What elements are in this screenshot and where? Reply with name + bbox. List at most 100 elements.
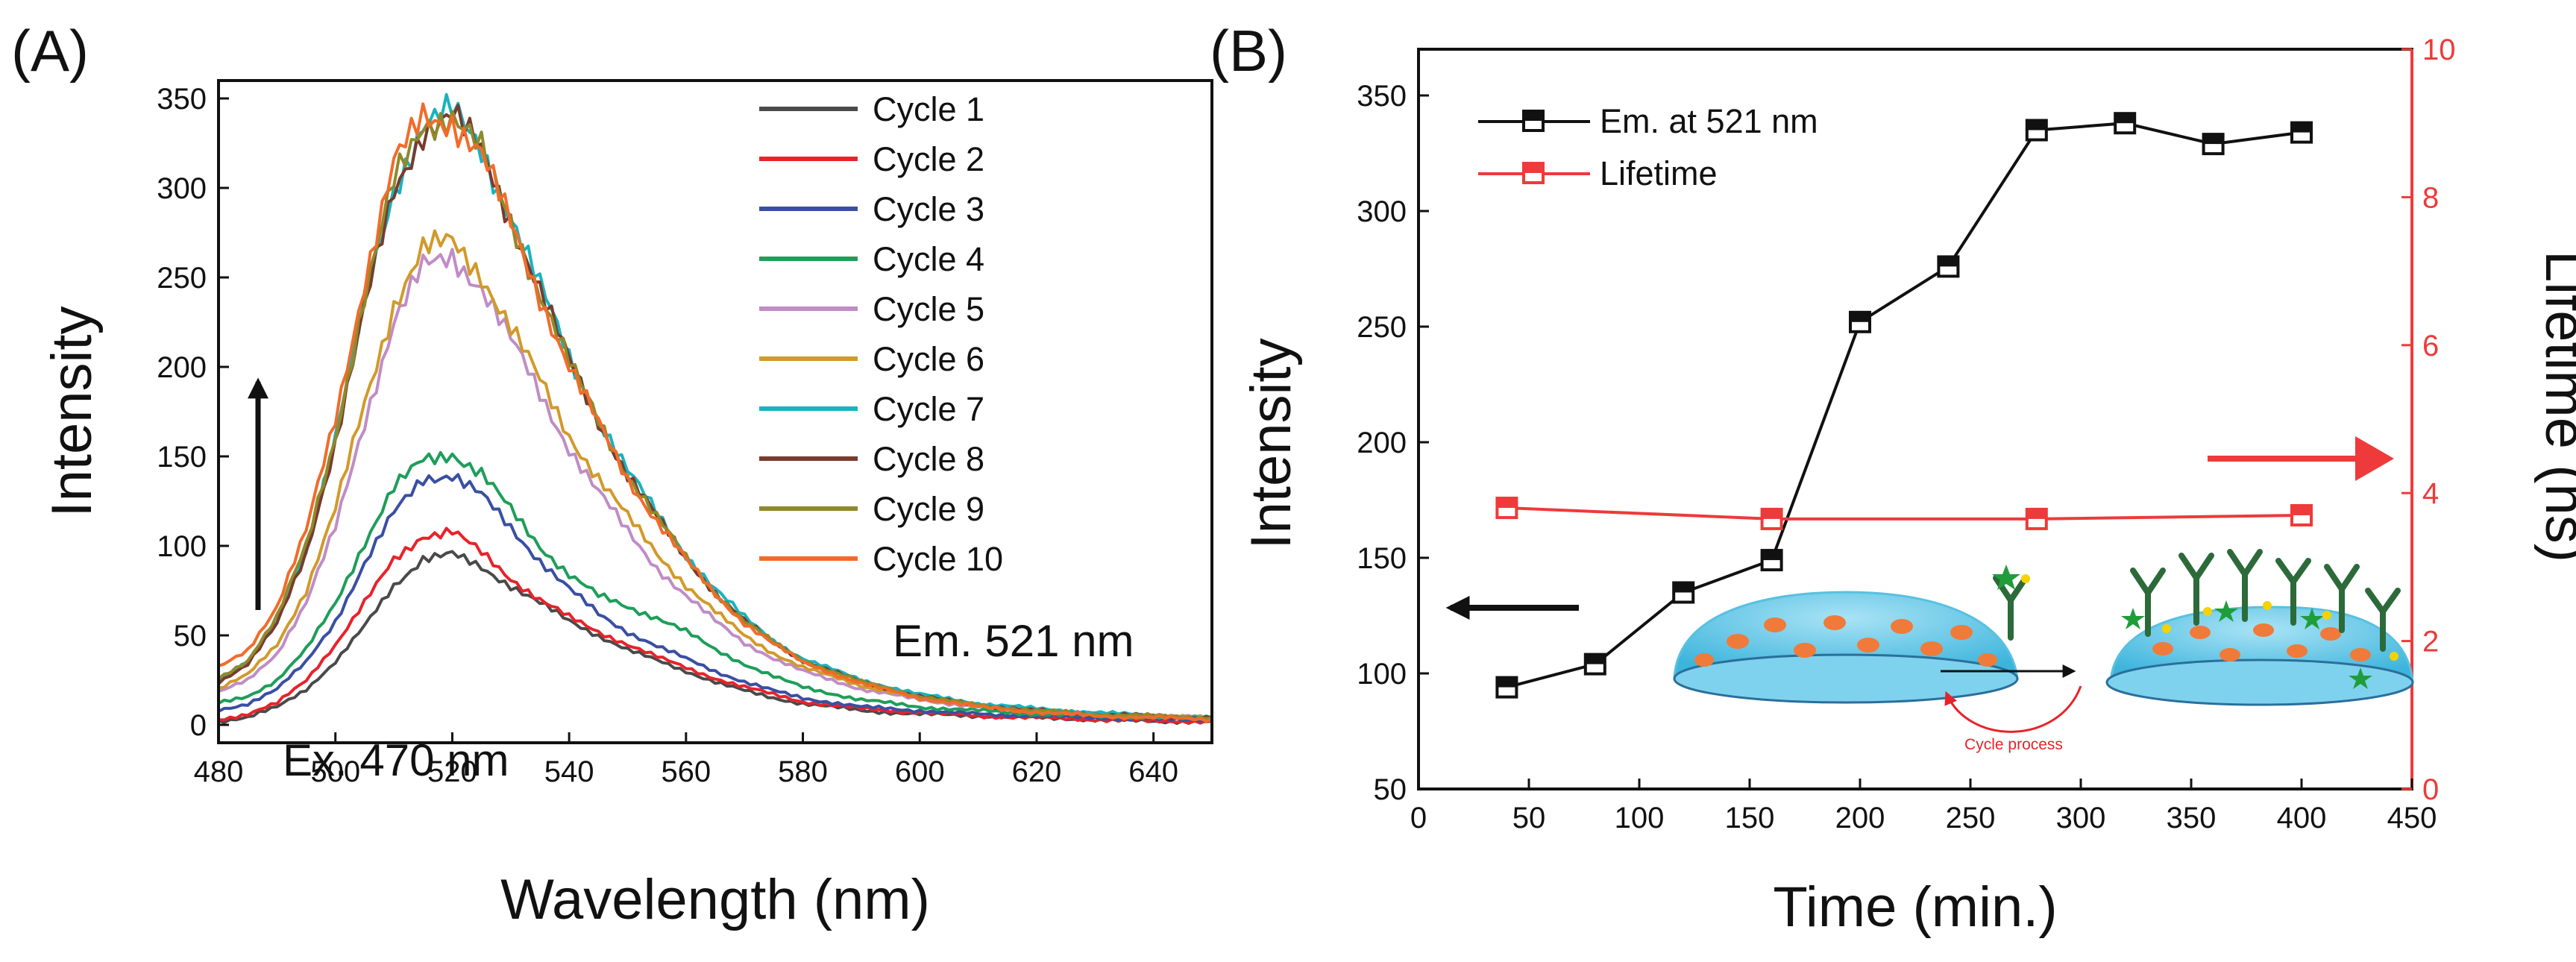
panel-b-line-emission bbox=[1506, 122, 2302, 689]
panel-b-point-fill bbox=[2115, 113, 2135, 124]
panel-a-series-cycle-4 bbox=[218, 450, 1213, 722]
panel-a-x-tick-label: 560 bbox=[661, 755, 711, 788]
panel-a-y-axis-label: Intensity bbox=[40, 306, 104, 517]
panel-b-point-fill bbox=[1674, 582, 1694, 593]
cycle-caption: Cycle process bbox=[1964, 736, 2063, 753]
legend-em-marker-fill bbox=[1524, 111, 1543, 121]
panel-b-line-lifetime bbox=[1507, 506, 2302, 521]
panel-b-x-tick-label: 200 bbox=[1835, 802, 1885, 834]
panel-b-y2-tick-label: 6 bbox=[2422, 330, 2439, 362]
panel-b-y-tick-label: 100 bbox=[1357, 658, 1407, 691]
panel-b-point-fill bbox=[2203, 134, 2223, 145]
panel-b-legend: Em. at 521 nm Lifetime bbox=[1478, 102, 1818, 192]
panel-b-point-fill bbox=[1762, 509, 1782, 519]
panel-a-y-ticks: 0 50 100 150 200 250 300 350 bbox=[157, 83, 229, 742]
legend-lifetime-label: Lifetime bbox=[1600, 154, 1718, 192]
legend-label-4: Cycle 4 bbox=[873, 240, 984, 278]
cycle-schematic: Cycle process bbox=[1673, 549, 2414, 753]
legend-label-2: Cycle 2 bbox=[873, 140, 984, 178]
panel-a-x-tick-label: 540 bbox=[544, 755, 594, 788]
panel-a-series-group bbox=[217, 92, 1213, 726]
panel-b-x-tick-label: 350 bbox=[2167, 802, 2217, 834]
legend-label-8: Cycle 8 bbox=[873, 440, 984, 478]
panel-a-x-tick-label: 620 bbox=[1012, 755, 1062, 788]
panel-a-legend: Cycle 1 Cycle 2 Cycle 3 Cycle 4 Cycle 5 Cycle… bbox=[759, 90, 1003, 578]
legend-em-label: Em. at 521 nm bbox=[1600, 102, 1818, 140]
panel-b-x-ticks: 0 50 100 150 200 250 300 350 400 450 bbox=[1410, 779, 2437, 834]
legend-label-1: Cycle 1 bbox=[873, 90, 984, 128]
bound-dye-dots bbox=[2162, 601, 2398, 661]
panel-b-y-tick-label: 200 bbox=[1357, 427, 1407, 459]
panel-b-y-tick-label: 350 bbox=[1357, 80, 1407, 113]
droplet-right bbox=[2105, 549, 2414, 706]
panel-b-point-fill bbox=[1497, 677, 1517, 688]
legend-label-6: Cycle 6 bbox=[873, 340, 984, 378]
panel-b-x-tick-label: 100 bbox=[1615, 802, 1665, 834]
panel-a-series-cycle-9 bbox=[217, 110, 1213, 721]
panel-b-y2-tick-label: 4 bbox=[2422, 477, 2439, 510]
panel-a-y-tick-label: 150 bbox=[157, 441, 207, 474]
panel-a-y-tick-label: 300 bbox=[157, 172, 207, 205]
dye-star-free bbox=[1992, 565, 2020, 590]
panel-b-x-tick-label: 250 bbox=[1946, 802, 1996, 834]
panel-b-series-group bbox=[1495, 112, 2313, 699]
panel-b-point-fill bbox=[2026, 120, 2046, 131]
panel-b-y-ticks: 50 100 150 200 250 300 350 bbox=[1357, 80, 1429, 806]
bound-dye-stars bbox=[2121, 600, 2372, 689]
cycle-loop-arrow bbox=[1944, 685, 2082, 733]
legend-label-5: Cycle 5 bbox=[873, 290, 984, 328]
panel-b-point-fill bbox=[2292, 505, 2311, 515]
legend-label-9: Cycle 9 bbox=[873, 490, 984, 528]
panel-b-y-tick-label: 150 bbox=[1357, 542, 1407, 575]
panel-b-point-fill bbox=[2292, 122, 2311, 133]
panel-a-chart: 480 500 520 540 560 580 600 620 640 0 50 100 150 200… bbox=[157, 79, 1213, 788]
nanoparticles-right bbox=[2152, 623, 2371, 661]
panel-a-x-axis-label: Wavelength (nm) bbox=[500, 868, 930, 931]
panel-a-x-tick-label: 520 bbox=[427, 755, 477, 788]
panel-a-x-tick-label: 600 bbox=[895, 755, 945, 788]
nanoparticles-left bbox=[1694, 615, 1997, 667]
legend-label-10: Cycle 10 bbox=[873, 540, 1003, 578]
panel-a-frame bbox=[217, 79, 1213, 744]
panel-b-x-tick-label: 50 bbox=[1512, 802, 1546, 834]
panel-b-point-fill bbox=[1585, 654, 1605, 664]
panel-a-y-tick-label: 0 bbox=[190, 709, 207, 742]
panel-b-x-tick-label: 150 bbox=[1725, 802, 1775, 834]
panel-b-y-axis-label: Intensity bbox=[1240, 338, 1303, 549]
panel-a-x-tick-label: 480 bbox=[194, 755, 244, 788]
panel-b-y2-tick-label: 0 bbox=[2422, 773, 2439, 806]
panel-a-y-tick-label: 350 bbox=[157, 83, 207, 116]
panel-a-y-tick-label: 250 bbox=[157, 262, 207, 295]
panel-a-x-tick-label: 640 bbox=[1128, 755, 1178, 788]
dye-dot-free bbox=[2021, 574, 2030, 583]
panel-a-y-tick-label: 50 bbox=[174, 620, 207, 653]
panel-a-label: (A) bbox=[11, 18, 89, 84]
panel-b-point-fill bbox=[2026, 509, 2046, 519]
legend-lifetime-marker-fill bbox=[1524, 163, 1543, 173]
panel-b-label: (B) bbox=[1210, 18, 1287, 84]
panel-a-excitation-label: Ex. 470 nm bbox=[283, 735, 509, 785]
panel-b-x-tick-label: 400 bbox=[2277, 802, 2327, 834]
panel-a-y-tick-label: 100 bbox=[157, 530, 207, 563]
panel-b-right-arrow-head bbox=[2355, 436, 2394, 481]
panel-a-x-tick-label: 500 bbox=[310, 755, 360, 788]
panel-b-y2-tick-label: 10 bbox=[2422, 34, 2456, 66]
panel-b-x-tick-label: 450 bbox=[2387, 802, 2437, 834]
panel-b-y2-tick-label: 8 bbox=[2422, 181, 2439, 214]
panel-b-point-fill bbox=[1938, 257, 1958, 267]
panel-b-y-tick-label: 300 bbox=[1357, 195, 1407, 228]
panel-b-y2-tick-label: 2 bbox=[2422, 626, 2439, 658]
panel-b-point-fill bbox=[1850, 312, 1870, 322]
panel-b-y-tick-label: 50 bbox=[1374, 773, 1407, 806]
panel-b-point-fill bbox=[1497, 498, 1517, 509]
bound-antibodies bbox=[2130, 549, 2401, 652]
panel-b-y2-ticks: 0 2 4 6 8 10 bbox=[2401, 34, 2456, 806]
panel-b-y2-axis-label: Lifetime (ns) bbox=[2533, 251, 2576, 562]
panel-b-point-fill bbox=[1762, 550, 1782, 561]
panel-a-y-tick-label: 200 bbox=[157, 351, 207, 384]
legend-label-3: Cycle 3 bbox=[873, 190, 984, 228]
panel-a-x-ticks: 480 500 520 540 560 580 600 620 640 bbox=[194, 732, 1178, 788]
panel-a-x-tick-label: 580 bbox=[778, 755, 828, 788]
panel-b-x-axis-label: Time (min.) bbox=[1773, 875, 2057, 939]
